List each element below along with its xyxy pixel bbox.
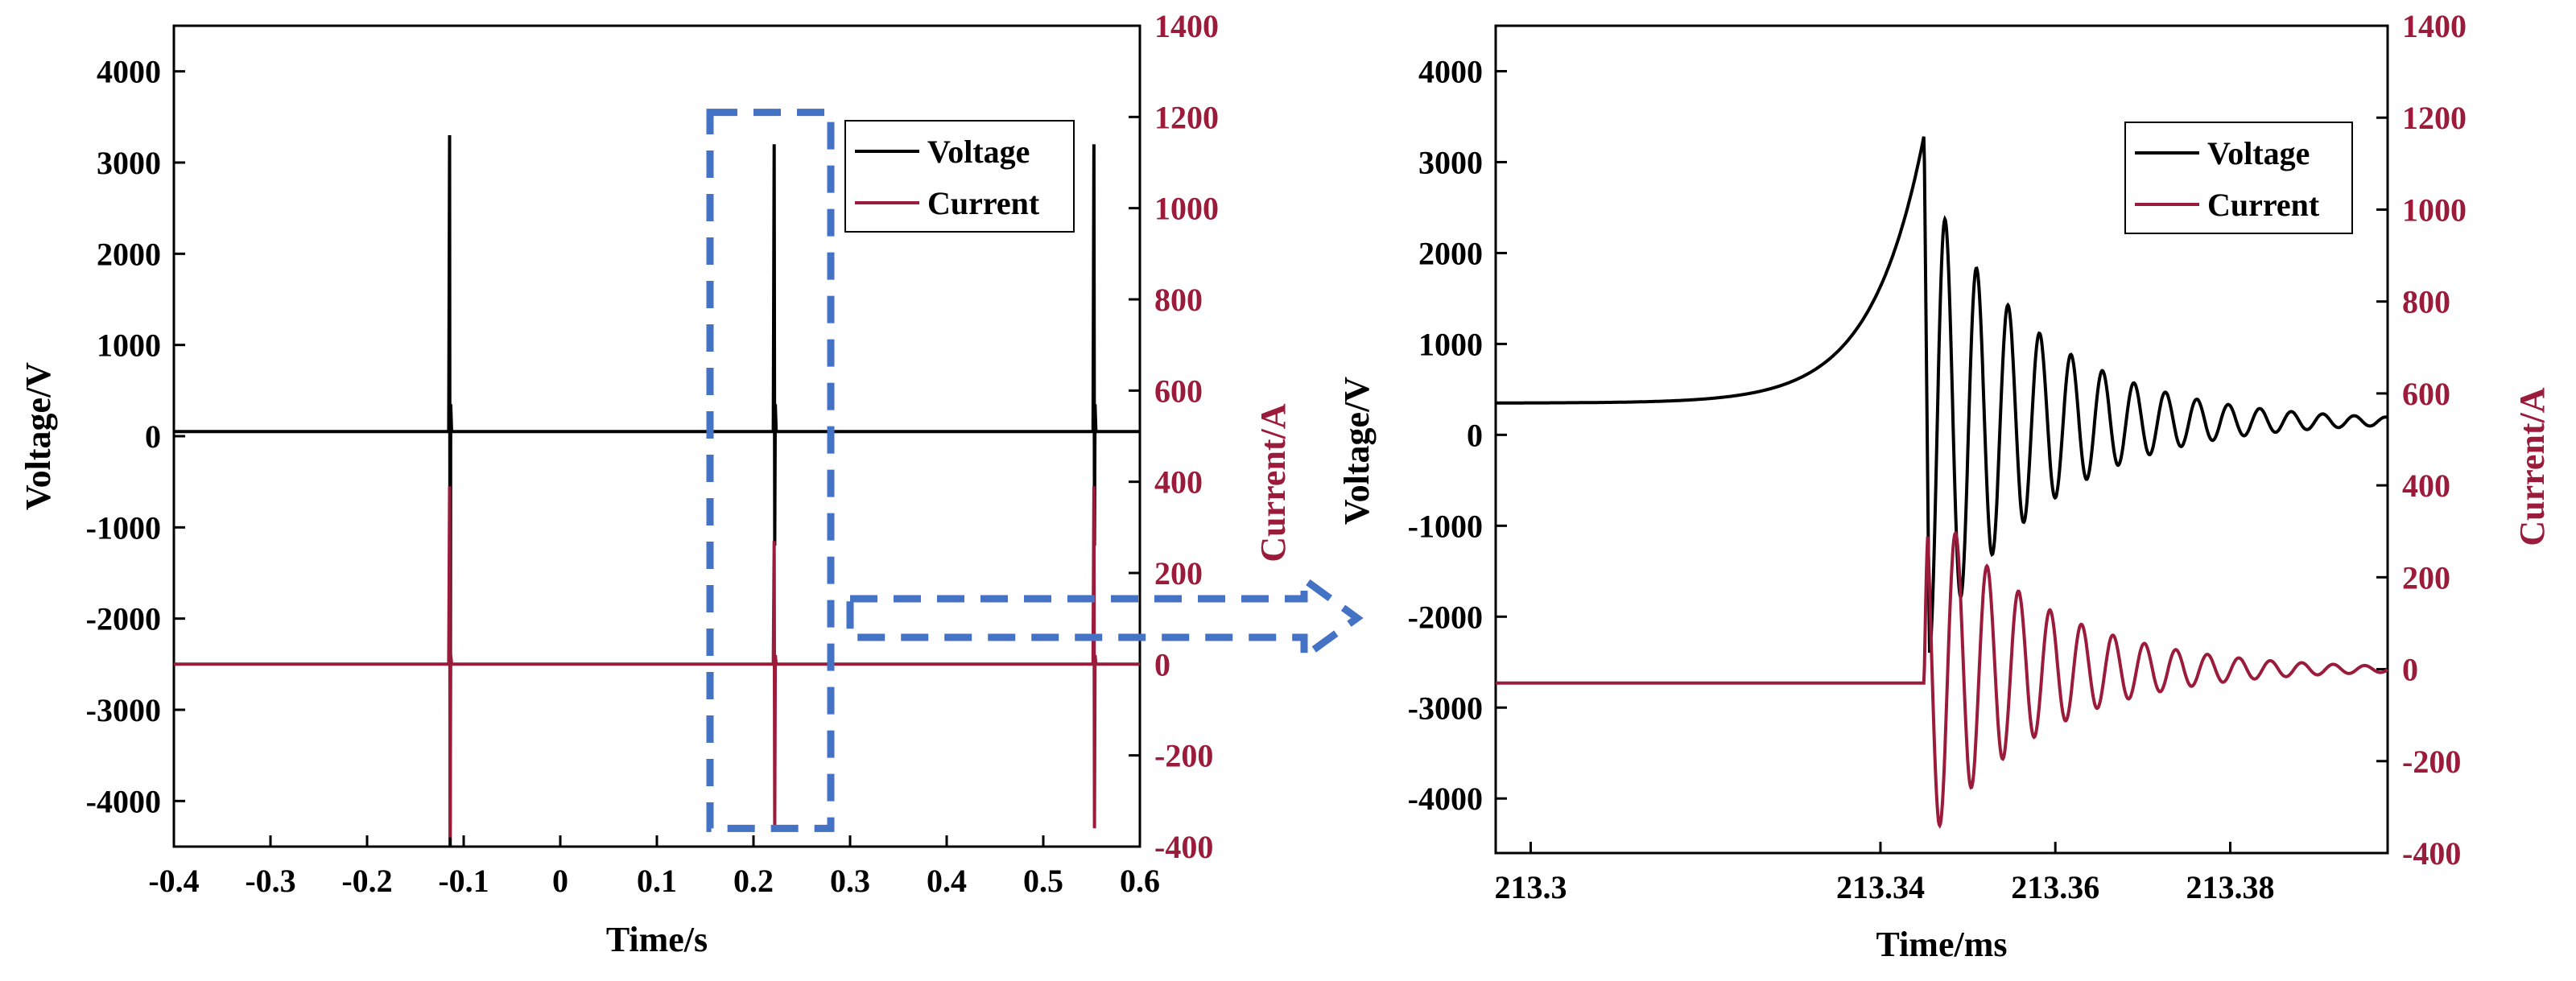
overview-current-series xyxy=(174,486,1140,838)
x-tick-label: 213.38 xyxy=(2186,869,2274,905)
left-y-tick-label: 3000 xyxy=(97,145,161,181)
x-tick-label: 0 xyxy=(552,863,568,899)
overview-legend-voltage-label: Voltage xyxy=(927,134,1030,170)
zoom-left-axis-title: Voltage/V xyxy=(1337,377,1377,525)
overview-legend-box xyxy=(844,120,1075,233)
left-y-tick-label: 0 xyxy=(145,418,161,455)
right-y-tick-label: -200 xyxy=(2402,744,2461,780)
left-y-tick-label: 3000 xyxy=(1418,144,1483,180)
right-y-tick-label: 200 xyxy=(2402,559,2450,596)
left-y-tick-label: 4000 xyxy=(1418,53,1483,89)
zoom-x-axis-title: Time/ms xyxy=(1876,925,2008,964)
left-y-tick-label: -3000 xyxy=(1408,690,1483,726)
right-y-tick-label: 400 xyxy=(2402,468,2450,504)
right-y-tick-label: 800 xyxy=(1154,282,1203,318)
right-y-tick-label: 600 xyxy=(1154,373,1203,409)
right-y-tick-label: 0 xyxy=(2402,652,2418,688)
zoom-current-series xyxy=(1496,530,2389,830)
overview-right-axis-title: Current/A xyxy=(1253,403,1293,562)
x-tick-label: 0.5 xyxy=(1023,863,1063,899)
x-tick-label: 0.6 xyxy=(1120,863,1160,899)
overview-left-axis-title: Voltage/V xyxy=(19,362,58,510)
left-y-tick-label: 1000 xyxy=(1418,326,1483,362)
left-y-tick-label: 4000 xyxy=(97,54,161,90)
zoom-ticks: 213.3 213.34 213.36 213.3840003000200010000… xyxy=(1408,8,2467,905)
right-y-tick-label: 600 xyxy=(2402,376,2450,412)
x-tick-label: -0.1 xyxy=(438,863,489,899)
overview-panel: -0.4 -0.3 -0.2 -0.1 0 0.1 0.2 0.3 0.4 0.5 0.640003… xyxy=(19,8,1293,959)
x-tick-label: 213.36 xyxy=(2011,869,2099,905)
overview-legend-current-label: Current xyxy=(927,185,1040,221)
right-y-tick-label: -400 xyxy=(2402,835,2461,872)
zoom-arrow xyxy=(846,572,1364,664)
zoom-legend-current-label: Current xyxy=(2207,187,2320,223)
left-y-tick-label: -2000 xyxy=(86,601,161,637)
right-y-tick-label: 0 xyxy=(1154,646,1170,682)
x-tick-label: 213.3 xyxy=(1494,869,1567,905)
zoom-legend: Voltage Current xyxy=(2124,122,2353,234)
overview-highlight-box xyxy=(706,109,835,832)
x-tick-label: 213.34 xyxy=(1836,869,1925,905)
overview-legend: Voltage Current xyxy=(844,120,1075,233)
zoom-plot-frame xyxy=(1494,24,2389,855)
zoom-panel: 213.3 213.34 213.36 213.3840003000200010000… xyxy=(1337,8,2552,964)
right-y-tick-label: 1400 xyxy=(1154,8,1219,44)
left-y-tick-label: 2000 xyxy=(1418,235,1483,271)
right-y-tick-label: 1000 xyxy=(1154,191,1219,227)
right-y-tick-label: 1200 xyxy=(2402,100,2467,136)
zoom-legend-box xyxy=(2124,122,2353,234)
zoom-right-axis-title: Current/A xyxy=(2512,387,2552,546)
overview-voltage-series xyxy=(174,134,1140,847)
zoom-legend-voltage-label: Voltage xyxy=(2207,135,2310,171)
left-y-tick-label: 2000 xyxy=(97,236,161,272)
right-y-tick-label: -400 xyxy=(1154,829,1213,865)
right-y-tick-label: 200 xyxy=(1154,555,1203,591)
right-y-tick-label: 1000 xyxy=(2402,192,2467,228)
overview-x-axis-title: Time/s xyxy=(606,920,708,959)
x-tick-label: 0.3 xyxy=(830,863,870,899)
left-y-tick-label: -4000 xyxy=(86,783,161,819)
x-tick-label: 0.1 xyxy=(637,863,677,899)
right-y-tick-label: 1200 xyxy=(1154,99,1219,135)
right-y-tick-label: 800 xyxy=(2402,284,2450,320)
x-tick-label: -0.3 xyxy=(245,863,295,899)
left-y-tick-label: -2000 xyxy=(1408,599,1483,635)
left-y-tick-label: 1000 xyxy=(97,328,161,364)
x-tick-label: -0.2 xyxy=(341,863,392,899)
x-tick-label: 0.4 xyxy=(927,863,967,899)
left-y-tick-label: -4000 xyxy=(1408,781,1483,817)
right-y-tick-label: 400 xyxy=(1154,464,1203,501)
left-y-tick-label: 0 xyxy=(1467,417,1483,453)
left-y-tick-label: -3000 xyxy=(86,692,161,728)
right-y-tick-label: 1400 xyxy=(2402,8,2467,44)
overview-ticks: -0.4 -0.3 -0.2 -0.1 0 0.1 0.2 0.3 0.4 0.5 0.640003… xyxy=(86,8,1219,899)
right-y-tick-label: -200 xyxy=(1154,738,1213,774)
left-y-tick-label: -1000 xyxy=(86,509,161,546)
x-tick-label: -0.4 xyxy=(148,863,199,899)
left-y-tick-label: -1000 xyxy=(1408,508,1483,544)
x-tick-label: 0.2 xyxy=(733,863,774,899)
zoom-voltage-series xyxy=(1496,136,2388,653)
